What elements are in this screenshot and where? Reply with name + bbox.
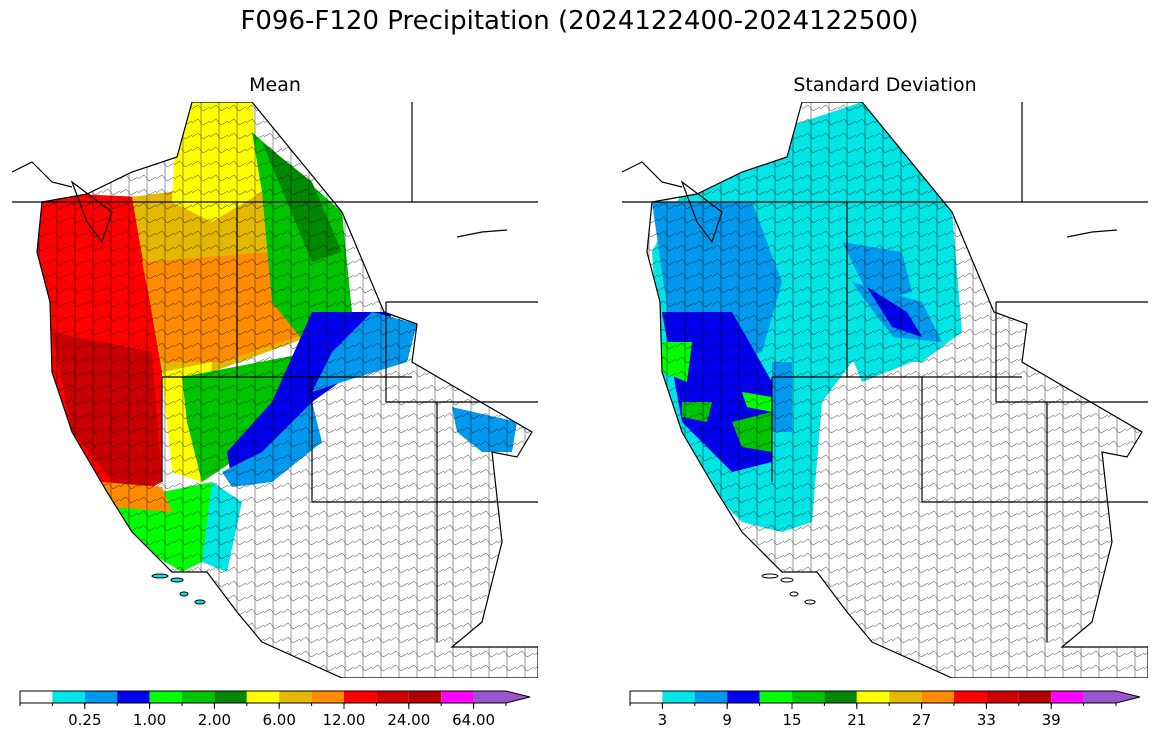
figure-title: F096-F120 Precipitation (2024122400-2024… — [240, 6, 919, 36]
stddev-colorbar-segment — [792, 691, 825, 703]
mean-colorbar: 0.25 1.00 2.00 6.00 12.00 24.00 64.00 — [19, 690, 531, 729]
stddev-colorbar-tick-label: 39 — [1042, 711, 1061, 729]
mean-colorbar-segment — [20, 691, 53, 703]
stddev-colorbar-segment — [889, 691, 922, 703]
stddev-colorbar: 3 9 15 21 27 33 39 — [629, 690, 1141, 729]
mean-colorbar-segment — [473, 691, 530, 703]
mean-colorbar-tick-label: 24.00 — [387, 711, 430, 729]
mean-colorbar-segment — [214, 691, 247, 703]
mean-islands — [151, 573, 206, 605]
mean-precip-map — [12, 102, 538, 678]
stddev-colorbar-tick-label: 21 — [847, 711, 866, 729]
mean-colorbar-segment — [441, 691, 474, 703]
mean-colorbar-tick-label: 6.00 — [262, 711, 295, 729]
stddev-colorbar-segment — [824, 691, 857, 703]
mean-colorbar-tick-label: 0.25 — [68, 711, 101, 729]
mean-colorbar-segment — [344, 691, 377, 703]
stddev-colorbar-tick-label: 3 — [658, 711, 668, 729]
stddev-colorbar-tick-label: 15 — [782, 711, 801, 729]
stddev-colorbar-segment — [759, 691, 792, 703]
mean-state-borders — [12, 102, 538, 642]
mean-colorbar-segment — [149, 691, 182, 703]
mean-colorbar-segment — [182, 691, 215, 703]
mean-colorbar-tick-label: 64.00 — [452, 711, 495, 729]
stddev-colorbar-segment — [1018, 691, 1052, 703]
mean-colorbar-segment — [246, 691, 280, 703]
stddev-colorbar-segment — [1051, 691, 1084, 703]
stddev-colorbar-segment — [954, 691, 987, 703]
mean-panel-title: Mean — [249, 74, 301, 96]
stddev-colorbar-segment — [921, 691, 954, 703]
mean-colorbar-segment — [279, 691, 312, 703]
mean-colorbar-segment — [84, 691, 118, 703]
stddev-colorbar-tick-label: 33 — [977, 711, 996, 729]
mean-colorbar-tick-label: 1.00 — [133, 711, 166, 729]
stddev-colorbar-segment — [630, 691, 663, 703]
mean-colorbar-segment — [408, 691, 442, 703]
mean-colorbar-segment — [376, 691, 409, 703]
mean-colorbar-segment — [52, 691, 85, 703]
mean-colorbar-outline — [19, 690, 531, 704]
stddev-colorbar-segment — [986, 691, 1019, 703]
mean-colorbar-tick-label: 12.00 — [323, 711, 366, 729]
stddev-islands — [761, 573, 816, 605]
stddev-state-borders — [622, 102, 1148, 642]
stddev-colorbar-tick-label: 27 — [912, 711, 931, 729]
stddev-panel-title: Standard Deviation — [793, 74, 977, 96]
stddev-colorbar-segment — [727, 691, 760, 703]
stddev-colorbar-segment — [662, 691, 695, 703]
stddev-colorbar-outline — [629, 690, 1141, 704]
mean-colorbar-tick-label: 2.00 — [198, 711, 231, 729]
mean-colorbar-segment — [311, 691, 344, 703]
mean-colorbar-segment — [117, 691, 150, 703]
stddev-colorbar-tick-label: 9 — [722, 711, 732, 729]
stddev-precip-map — [622, 102, 1148, 678]
stddev-colorbar-segment — [694, 691, 728, 703]
stddev-colorbar-segment — [856, 691, 890, 703]
stddev-colorbar-segment — [1083, 691, 1140, 703]
